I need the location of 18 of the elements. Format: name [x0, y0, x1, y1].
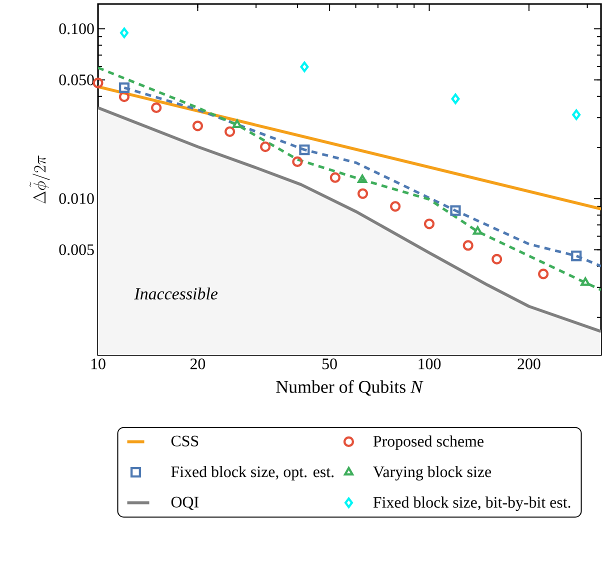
- legend-label: OQI: [171, 496, 199, 510]
- y-tick-label: 0.100: [59, 23, 94, 34]
- y-tick-label: 0.050: [59, 74, 94, 86]
- legend-label: Proposed scheme: [373, 435, 484, 450]
- y-tick-label: 0.005: [59, 244, 94, 256]
- x-tick-label: 100: [418, 358, 441, 370]
- x-tick-label: 10: [91, 358, 106, 370]
- x-tick-label: 200: [518, 358, 540, 370]
- legend-label: CSS: [171, 436, 198, 446]
- x-tick-label: 20: [190, 358, 206, 370]
- x-tick-label: 50: [322, 358, 337, 370]
- legend-label: Varying block size: [373, 466, 492, 480]
- legend-label: Fixed block size, bit-by-bit est.: [373, 496, 570, 512]
- annotation: Inaccessible: [134, 288, 218, 300]
- x-axis-title: Number of Qubits N: [276, 380, 424, 396]
- y-axis-title: $\Delta\tilde{\phi}/2\pi$: [30, 156, 50, 204]
- y-tick-label: 0.010: [59, 193, 94, 204]
- legend-label: Fixed block size, opt. est.: [171, 466, 334, 480]
